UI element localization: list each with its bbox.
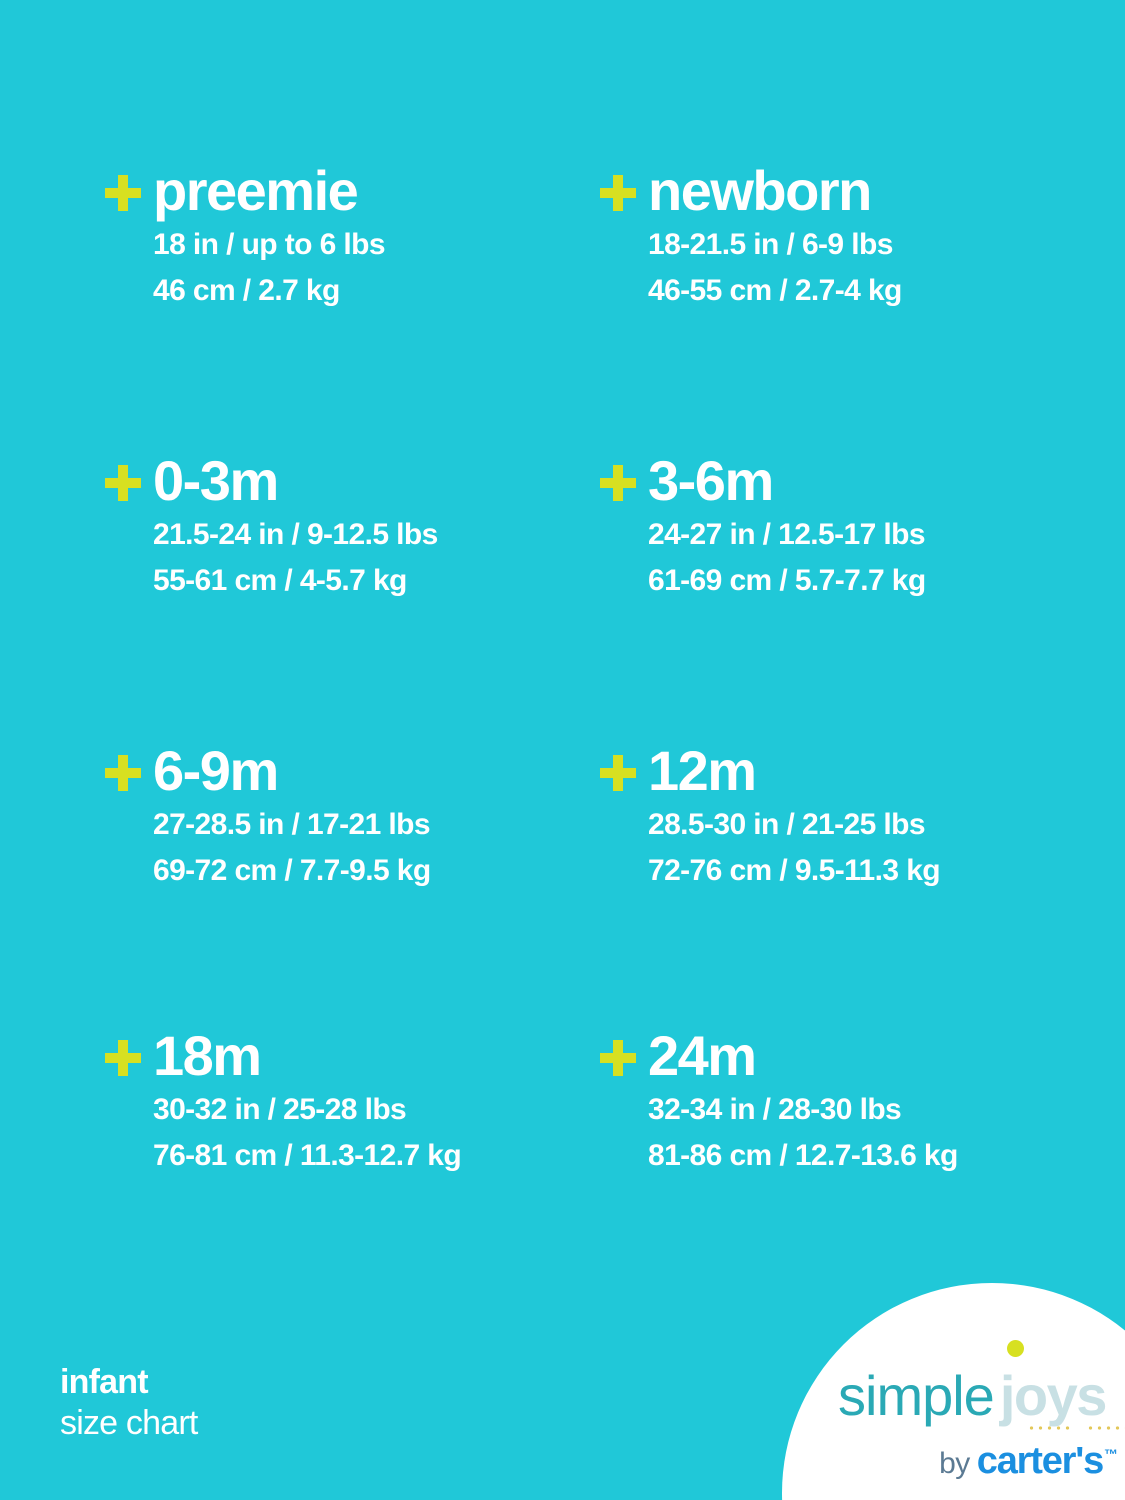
size-detail-metric: 81-86 cm / 12.7-13.6 kg: [648, 1139, 958, 1172]
size-label: newborn: [648, 159, 872, 222]
size-detail-metric: 69-72 cm / 7.7-9.5 kg: [153, 854, 431, 887]
brand-by-text: by: [939, 1447, 970, 1480]
size-cell-preemie: preemie 18 in / up to 6 lbs 46 cm / 2.7 …: [105, 160, 605, 314]
plus-icon: [600, 755, 636, 791]
size-cell-header: 0-3m: [105, 450, 605, 512]
size-cell-newborn: newborn 18-21.5 in / 6-9 lbs 46-55 cm / …: [600, 160, 1100, 314]
size-label: 24m: [648, 1024, 757, 1087]
brand-wordmark: simple joys: [838, 1340, 1125, 1430]
size-detail-imperial: 18-21.5 in / 6-9 lbs: [648, 228, 893, 261]
size-detail-metric: 55-61 cm / 4-5.7 kg: [153, 564, 407, 597]
size-label: 6-9m: [153, 739, 279, 802]
size-cell-header: preemie: [105, 160, 605, 222]
plus-icon: [105, 175, 141, 211]
size-label: 3-6m: [648, 449, 774, 512]
size-label: preemie: [153, 159, 359, 222]
brand-carters-text: carter's: [976, 1440, 1104, 1482]
size-detail-metric: 46 cm / 2.7 kg: [153, 274, 340, 307]
size-cell-3-6m: 3-6m 24-27 in / 12.5-17 lbs 61-69 cm / 5…: [600, 450, 1100, 604]
brand-logo: simple joys by carter's ™: [838, 1340, 1125, 1483]
size-detail-metric: 76-81 cm / 11.3-12.7 kg: [153, 1139, 462, 1172]
size-label: 12m: [648, 739, 757, 802]
plus-icon: [105, 755, 141, 791]
plus-icon: [600, 465, 636, 501]
dotted-underline-right-icon: [1085, 1426, 1125, 1430]
size-detail-imperial: 27-28.5 in / 17-21 lbs: [153, 808, 431, 841]
caption-title: infant: [60, 1363, 149, 1401]
size-label: 18m: [153, 1024, 262, 1087]
size-detail-imperial: 28.5-30 in / 21-25 lbs: [648, 808, 926, 841]
plus-icon: [105, 1040, 141, 1076]
size-cell-header: 24m: [600, 1025, 1100, 1087]
caption-subtitle: size chart: [60, 1404, 198, 1442]
size-detail-imperial: 21.5-24 in / 9-12.5 lbs: [153, 518, 438, 551]
size-detail-imperial: 30-32 in / 25-28 lbs: [153, 1093, 407, 1126]
dotted-underline-left-icon: [1026, 1426, 1072, 1430]
size-cell-24m: 24m 32-34 in / 28-30 lbs 81-86 cm / 12.7…: [600, 1025, 1100, 1179]
brand-joys-wrap: joys: [1000, 1340, 1125, 1430]
size-detail-metric: 46-55 cm / 2.7-4 kg: [648, 274, 902, 307]
trademark-icon: ™: [1104, 1446, 1118, 1462]
size-cell-header: 12m: [600, 740, 1100, 802]
size-cell-12m: 12m 28.5-30 in / 21-25 lbs 72-76 cm / 9.…: [600, 740, 1100, 894]
size-cell-18m: 18m 30-32 in / 25-28 lbs 76-81 cm / 11.3…: [105, 1025, 605, 1179]
size-detail-imperial: 24-27 in / 12.5-17 lbs: [648, 518, 926, 551]
brand-byline: by carter's ™: [838, 1440, 1118, 1483]
plus-icon: [600, 175, 636, 211]
size-detail-metric: 72-76 cm / 9.5-11.3 kg: [648, 854, 941, 887]
plus-icon: [600, 1040, 636, 1076]
size-cell-header: newborn: [600, 160, 1100, 222]
size-cell-header: 3-6m: [600, 450, 1100, 512]
size-detail-imperial: 18 in / up to 6 lbs: [153, 228, 386, 261]
brand-joys-text: joys: [999, 1364, 1108, 1427]
j-dot-icon: [1006, 1340, 1024, 1357]
plus-icon: [105, 465, 141, 501]
size-detail-metric: 61-69 cm / 5.7-7.7 kg: [648, 564, 926, 597]
size-label: 0-3m: [153, 449, 279, 512]
size-grid: preemie 18 in / up to 6 lbs 46 cm / 2.7 …: [105, 160, 1100, 1179]
size-cell-6-9m: 6-9m 27-28.5 in / 17-21 lbs 69-72 cm / 7…: [105, 740, 605, 894]
size-cell-header: 6-9m: [105, 740, 605, 802]
brand-simple-text: simple: [838, 1364, 995, 1427]
size-cell-0-3m: 0-3m 21.5-24 in / 9-12.5 lbs 55-61 cm / …: [105, 450, 605, 604]
footer-caption: infant size chart: [60, 1362, 198, 1444]
size-detail-imperial: 32-34 in / 28-30 lbs: [648, 1093, 902, 1126]
size-cell-header: 18m: [105, 1025, 605, 1087]
